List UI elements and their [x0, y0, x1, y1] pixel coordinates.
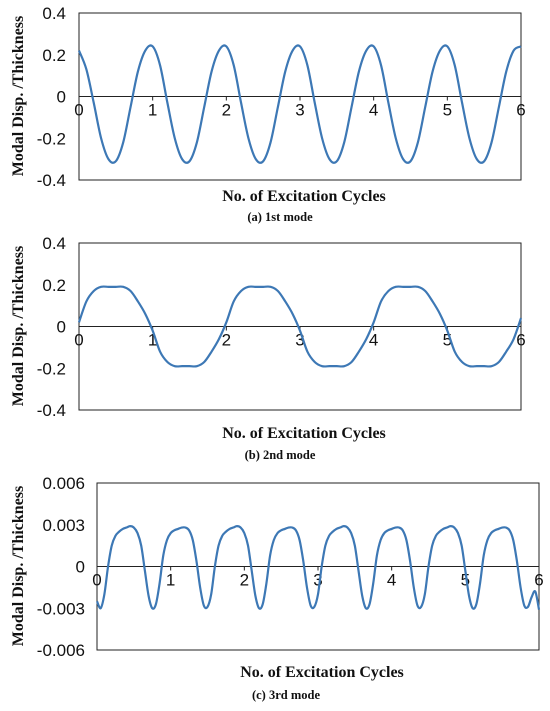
y-tick-label: 0.4 [42, 4, 66, 23]
x-tick-label: 4 [369, 331, 378, 350]
x-tick-label: 1 [148, 101, 157, 120]
y-axis-title: Modal Disp. /Thickness [10, 486, 27, 646]
x-tick-label: 0 [92, 571, 101, 590]
y-tick-label: 0.4 [42, 234, 66, 253]
y-tick-label: 0 [57, 88, 66, 107]
x-tick-label: 1 [148, 331, 157, 350]
x-tick-label: 5 [443, 101, 452, 120]
y-axis-title: Modal Disp. /Thickness [10, 246, 27, 406]
y-tick-label: -0.2 [37, 359, 66, 378]
y-tick-label: -0.003 [37, 599, 85, 618]
chart-panel-1: 0.4 0.2 0 -0.2 -0.4 0 1 2 3 4 5 6 No. of Excitation … [10, 4, 526, 224]
x-tick-label: 3 [313, 571, 322, 590]
y-tick-label: 0.003 [42, 516, 85, 535]
y-axis-title: Modal Disp. /Thickness [10, 16, 27, 176]
x-tick-label: 2 [222, 331, 231, 350]
series-line-1 [95, 525, 541, 610]
chart-panel-3: 0.006 0.003 0 -0.003 -0.006 0 1 2 3 4 5 6 No. of Exc… [10, 474, 544, 702]
x-axis-title: No. of Excitation Cycles [240, 664, 404, 681]
x-axis-title: No. of Excitation Cycles [222, 425, 386, 442]
y-tick-label: 0 [57, 318, 66, 337]
y-tick-label: -0.006 [37, 641, 85, 660]
x-axis-title: No. of Excitation Cycles [222, 188, 386, 205]
x-tick-label: 6 [516, 101, 525, 120]
panel-caption: (a) 1st mode [247, 210, 313, 224]
panel-caption: (b) 2nd mode [245, 448, 316, 462]
chart-panel-2: 0.4 0.2 0 -0.2 -0.4 0 1 2 3 4 5 6 No. of Excitation … [10, 234, 526, 462]
x-tick-label: 2 [240, 571, 249, 590]
x-tick-label: 4 [387, 571, 396, 590]
x-tick-label: 5 [461, 571, 470, 590]
x-tick-label: 6 [534, 571, 543, 590]
x-tick-label: 3 [295, 101, 304, 120]
y-tick-label: 0.2 [42, 46, 66, 65]
y-tick-label: -0.4 [37, 401, 66, 420]
x-tick-label: 0 [74, 101, 83, 120]
x-tick-label: 0 [74, 331, 83, 350]
y-tick-label: 0.006 [42, 474, 85, 493]
x-tick-label: 6 [516, 331, 525, 350]
x-tick-label: 5 [443, 331, 452, 350]
y-tick-label: 0.2 [42, 276, 66, 295]
series-line-1 [77, 285, 523, 368]
panel-caption: (c) 3rd mode [252, 688, 320, 702]
y-tick-label: 0 [76, 558, 85, 577]
y-tick-label: -0.4 [37, 171, 66, 190]
y-tick-label: -0.2 [37, 129, 66, 148]
x-tick-label: 1 [166, 571, 175, 590]
x-tick-label: 4 [369, 101, 378, 120]
x-tick-label: 3 [295, 331, 304, 350]
x-tick-label: 2 [222, 101, 231, 120]
series-line-1 [77, 44, 522, 164]
